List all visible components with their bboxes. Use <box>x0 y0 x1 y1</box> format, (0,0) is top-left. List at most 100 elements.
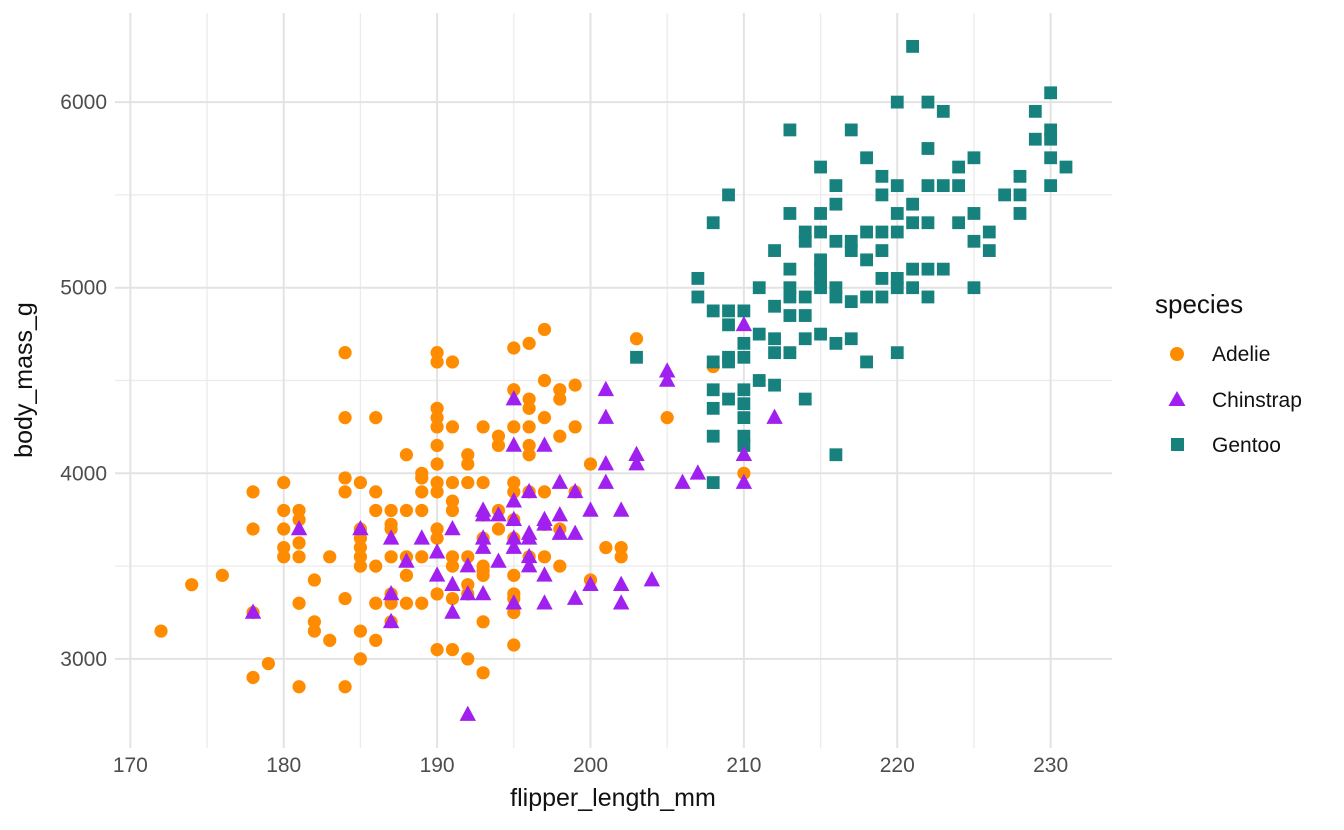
scatter-point-chinstrap <box>505 538 522 554</box>
adelie-circle-icon <box>1170 347 1184 361</box>
y-tick-label: 4000 <box>60 462 107 485</box>
scatter-point-chinstrap <box>520 557 538 573</box>
scatter-point-adelie <box>537 322 552 337</box>
scatter-point-adelie <box>399 503 414 518</box>
scatter-point-adelie <box>292 513 306 527</box>
scatter-point-adelie <box>246 485 260 499</box>
scatter-point-chinstrap <box>474 538 492 554</box>
scatter-point-gentoo <box>982 225 996 239</box>
scatter-point-chinstrap <box>551 524 569 540</box>
scatter-point-adelie <box>307 573 321 587</box>
scatter-point-gentoo <box>967 207 981 220</box>
scatter-point-chinstrap <box>766 408 783 424</box>
scatter-point-adelie <box>430 355 444 369</box>
scatter-point-adelie <box>476 420 490 434</box>
scatter-point-adelie <box>415 550 429 564</box>
scatter-point-chinstrap <box>490 552 507 568</box>
legend: species Adelie Chinstrap Gentoo <box>1155 289 1302 457</box>
scatter-point-chinstrap <box>459 584 476 601</box>
scatter-point-adelie <box>353 550 368 564</box>
scatter-point-gentoo <box>890 346 904 360</box>
scatter-point-chinstrap <box>551 473 569 489</box>
scatter-point-chinstrap <box>735 315 753 332</box>
scatter-point-adelie <box>292 596 306 610</box>
scatter-point-gentoo <box>967 281 981 295</box>
scatter-point-adelie <box>522 392 536 406</box>
scatter-point-adelie <box>338 591 352 606</box>
scatter-point-gentoo <box>737 411 751 425</box>
x-axis-title: flipper_length_mm <box>510 784 716 812</box>
scatter-point-gentoo <box>952 160 966 174</box>
scatter-point-adelie <box>384 550 398 564</box>
scatter-point-gentoo <box>844 332 858 346</box>
scatter-point-gentoo <box>829 448 843 462</box>
scatter-point-adelie <box>430 420 444 434</box>
scatter-point-chinstrap <box>459 705 476 721</box>
scatter-point-chinstrap <box>597 408 615 424</box>
scatter-point-gentoo <box>1013 169 1027 183</box>
scatter-point-adelie <box>369 633 383 647</box>
scatter-point-gentoo <box>798 290 812 304</box>
scatter-point-chinstrap <box>520 547 538 564</box>
scatter-point-adelie <box>476 615 490 629</box>
scatter-point-adelie <box>614 550 628 564</box>
x-tick-label: 210 <box>726 754 761 777</box>
scatter-point-gentoo <box>921 290 935 304</box>
scatter-point-adelie <box>430 438 444 453</box>
scatter-point-adelie <box>323 633 337 647</box>
legend-label-gentoo: Gentoo <box>1212 434 1281 457</box>
scatter-point-gentoo <box>860 355 873 369</box>
scatter-point-gentoo <box>706 429 720 443</box>
scatter-point-gentoo <box>875 225 889 239</box>
scatter-point-chinstrap <box>444 519 461 536</box>
scatter-point-adelie <box>246 522 260 536</box>
scatter-point-gentoo <box>783 123 797 137</box>
scatter-point-chinstrap <box>490 506 507 522</box>
scatter-point-chinstrap <box>597 455 615 471</box>
scatter-point-gentoo <box>890 272 904 285</box>
scatter-point-chinstrap <box>520 482 538 499</box>
scatter-point-adelie <box>522 448 536 462</box>
scatter-point-chinstrap <box>536 594 553 610</box>
scatter-point-adelie <box>491 522 506 536</box>
scatter-point-adelie <box>461 550 475 564</box>
scatter-point-gentoo <box>829 234 843 248</box>
scatter-point-adelie <box>430 485 444 499</box>
scatter-point-gentoo <box>752 374 766 387</box>
scatter-point-adelie <box>476 666 490 680</box>
scatter-point-gentoo <box>798 309 812 322</box>
y-tick-label: 3000 <box>60 648 107 671</box>
scatter-point-gentoo <box>906 281 919 295</box>
scatter-point-gentoo <box>952 216 966 230</box>
scatter-point-chinstrap <box>382 529 400 545</box>
data-points-layer <box>154 40 1073 721</box>
scatter-point-gentoo <box>737 397 751 411</box>
scatter-point-gentoo <box>1044 151 1058 165</box>
scatter-point-gentoo <box>921 216 935 230</box>
scatter-point-gentoo <box>798 332 812 346</box>
scatter-point-chinstrap <box>628 455 645 471</box>
scatter-point-gentoo <box>722 188 735 202</box>
scatter-point-adelie <box>292 503 306 518</box>
scatter-point-chinstrap <box>628 445 645 462</box>
scatter-point-chinstrap <box>244 603 262 619</box>
scatter-point-gentoo <box>722 318 735 332</box>
scatter-point-adelie <box>445 550 460 564</box>
scatter-point-gentoo <box>998 188 1012 202</box>
scatter-point-adelie <box>553 429 567 443</box>
scatter-point-gentoo <box>768 332 781 346</box>
scatter-point-adelie <box>430 531 444 545</box>
scatter-point-adelie <box>323 550 337 564</box>
scatter-point-gentoo <box>875 290 889 304</box>
scatter-point-gentoo <box>890 95 904 109</box>
scatter-point-gentoo <box>722 392 735 406</box>
scatter-point-adelie <box>369 411 383 425</box>
scatter-point-gentoo <box>982 244 996 257</box>
scatter-point-gentoo <box>783 207 797 220</box>
scatter-point-adelie <box>614 540 628 555</box>
scatter-point-chinstrap <box>689 464 707 480</box>
scatter-point-adelie <box>522 401 536 415</box>
scatter-point-chinstrap <box>413 529 430 545</box>
scatter-point-gentoo <box>1044 86 1058 100</box>
scatter-point-gentoo <box>752 327 766 341</box>
